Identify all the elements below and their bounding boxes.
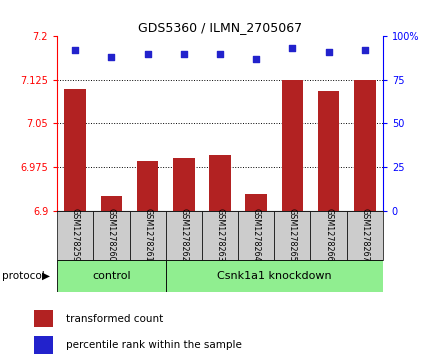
Text: control: control — [92, 271, 131, 281]
Text: GSM1278259: GSM1278259 — [71, 208, 80, 262]
Point — [289, 46, 296, 52]
Point — [253, 56, 260, 62]
Text: GSM1278260: GSM1278260 — [107, 208, 116, 262]
Text: GSM1278267: GSM1278267 — [360, 208, 369, 262]
Bar — [282, 80, 303, 211]
FancyBboxPatch shape — [202, 211, 238, 260]
FancyBboxPatch shape — [166, 260, 383, 292]
FancyBboxPatch shape — [57, 211, 93, 260]
Text: GSM1278263: GSM1278263 — [216, 208, 224, 262]
Bar — [354, 80, 376, 211]
Text: ▶: ▶ — [42, 271, 50, 281]
FancyBboxPatch shape — [57, 260, 166, 292]
Text: transformed count: transformed count — [66, 314, 163, 323]
Bar — [64, 89, 86, 211]
Bar — [34, 337, 53, 354]
Bar — [209, 155, 231, 211]
Point — [108, 54, 115, 60]
FancyBboxPatch shape — [238, 211, 274, 260]
Point — [180, 51, 187, 57]
FancyBboxPatch shape — [129, 211, 166, 260]
Text: Csnk1a1 knockdown: Csnk1a1 knockdown — [217, 271, 332, 281]
Text: GSM1278266: GSM1278266 — [324, 208, 333, 262]
Bar — [246, 194, 267, 211]
Point — [361, 47, 368, 53]
Title: GDS5360 / ILMN_2705067: GDS5360 / ILMN_2705067 — [138, 21, 302, 34]
Bar — [173, 158, 194, 211]
Point — [144, 51, 151, 57]
Bar — [318, 91, 339, 211]
FancyBboxPatch shape — [311, 211, 347, 260]
Text: GSM1278265: GSM1278265 — [288, 208, 297, 262]
Point — [72, 47, 79, 53]
Text: protocol: protocol — [2, 271, 45, 281]
Bar — [137, 161, 158, 211]
FancyBboxPatch shape — [93, 211, 129, 260]
Text: GSM1278261: GSM1278261 — [143, 208, 152, 262]
FancyBboxPatch shape — [166, 211, 202, 260]
Point — [216, 51, 224, 57]
Point — [325, 49, 332, 55]
Text: percentile rank within the sample: percentile rank within the sample — [66, 340, 242, 350]
Text: GSM1278262: GSM1278262 — [180, 208, 188, 262]
Bar — [101, 196, 122, 211]
Text: GSM1278264: GSM1278264 — [252, 208, 260, 262]
FancyBboxPatch shape — [274, 211, 311, 260]
FancyBboxPatch shape — [347, 211, 383, 260]
Bar — [34, 310, 53, 327]
